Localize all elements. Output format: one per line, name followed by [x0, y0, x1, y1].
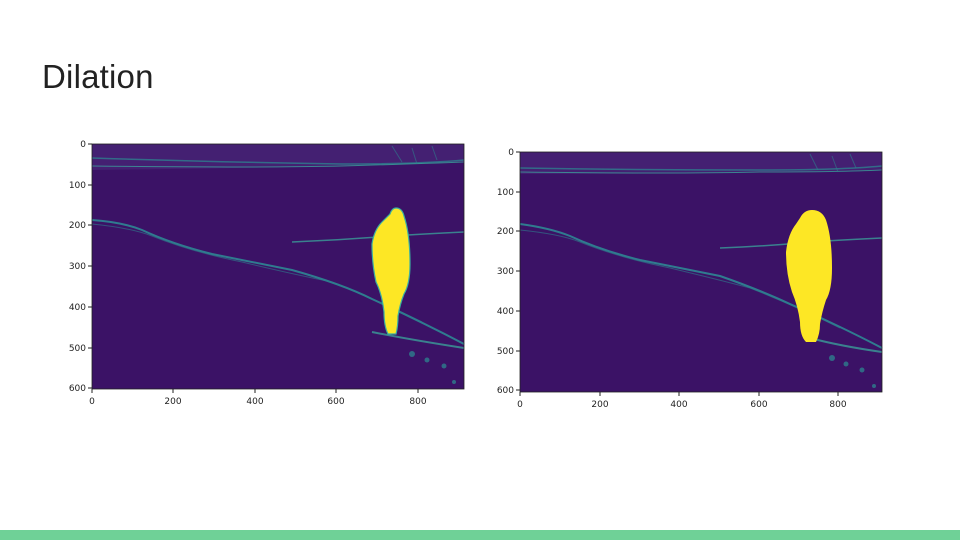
left-ytick: 600 — [69, 384, 86, 394]
right-ytick: 200 — [497, 227, 514, 237]
right-ytick: 100 — [497, 188, 514, 198]
left-ytick: 400 — [69, 303, 86, 313]
right-xtick: 800 — [829, 400, 846, 410]
left-plot: 0 100 200 300 400 500 600 0 200 400 600 … — [60, 138, 480, 418]
left-plot-svg: 0 100 200 300 400 500 600 0 200 400 600 … — [69, 140, 465, 407]
right-xtick: 0 — [517, 400, 523, 410]
left-ytick: 100 — [69, 181, 86, 191]
left-ytick: 200 — [69, 221, 86, 231]
left-plot-xaxis: 0 200 400 600 800 — [89, 389, 427, 407]
right-ytick: 0 — [508, 148, 514, 158]
bottom-accent-bar — [0, 530, 960, 540]
left-xtick: 400 — [246, 397, 263, 407]
right-xtick: 400 — [670, 400, 687, 410]
right-xtick: 600 — [750, 400, 767, 410]
right-plot-xaxis: 0 200 400 600 800 — [517, 392, 847, 410]
right-plot-horizon — [520, 152, 882, 174]
left-xtick: 0 — [89, 397, 95, 407]
right-ytick: 300 — [497, 267, 514, 277]
left-ytick: 300 — [69, 262, 86, 272]
slide-title: Dilation — [42, 58, 154, 95]
left-ytick: 0 — [80, 140, 86, 150]
right-ytick: 500 — [497, 347, 514, 357]
left-xtick: 600 — [327, 397, 344, 407]
right-plot-silhouette — [786, 210, 832, 342]
left-ytick: 500 — [69, 344, 86, 354]
left-plot-yaxis: 0 100 200 300 400 500 600 — [69, 140, 92, 394]
left-xtick: 800 — [409, 397, 426, 407]
right-plot-svg: 0 100 200 300 400 500 600 0 200 400 600 … — [497, 148, 883, 410]
right-ytick: 600 — [497, 386, 514, 396]
right-xtick: 200 — [591, 400, 608, 410]
left-xtick: 200 — [164, 397, 181, 407]
right-ytick: 400 — [497, 307, 514, 317]
right-plot: 0 100 200 300 400 500 600 0 200 400 600 … — [488, 146, 898, 421]
left-plot-silhouette — [371, 207, 411, 335]
right-plot-yaxis: 0 100 200 300 400 500 600 — [497, 148, 520, 396]
